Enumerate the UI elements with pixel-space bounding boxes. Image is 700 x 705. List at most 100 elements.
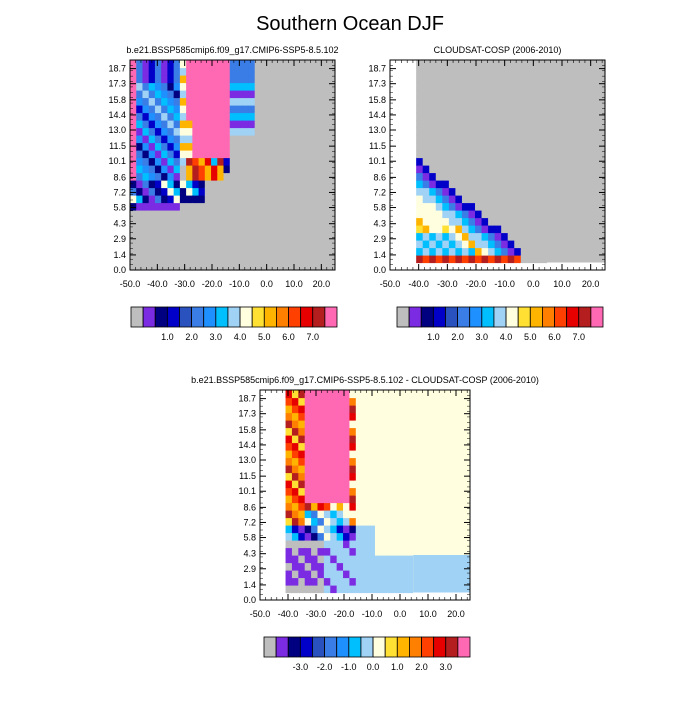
field-cell	[494, 165, 502, 174]
field-cell	[266, 510, 274, 519]
field-cell	[298, 442, 306, 451]
field-cell	[291, 457, 299, 466]
field-cell	[394, 427, 402, 436]
field-cell	[211, 195, 218, 204]
field-cell	[260, 577, 267, 586]
x-tick-label: -50.0	[120, 279, 141, 289]
field-cell	[448, 97, 456, 106]
field-cell	[422, 240, 430, 249]
colorbar-swatch	[457, 636, 471, 658]
field-cell	[223, 217, 231, 226]
field-cell	[279, 487, 287, 496]
plot-frame	[129, 59, 336, 271]
field-cell	[507, 120, 515, 129]
field-cell	[154, 210, 162, 219]
field-cell	[260, 82, 268, 91]
field-cell	[481, 112, 489, 121]
field-cell	[494, 262, 502, 271]
field-cell	[507, 165, 515, 174]
field-cell	[248, 187, 256, 196]
field-cell	[217, 202, 225, 211]
field-cell	[161, 97, 169, 106]
field-cell	[494, 210, 502, 219]
field-cell	[192, 165, 200, 174]
field-cell	[204, 247, 212, 256]
field-cell	[167, 157, 175, 166]
field-cell	[343, 457, 351, 466]
field-cell	[390, 75, 398, 84]
field-cell	[279, 577, 287, 586]
field-cell	[285, 480, 293, 489]
field-cell	[422, 255, 430, 264]
field-cell	[223, 120, 231, 129]
field-cell	[349, 562, 357, 571]
field-cell	[349, 412, 357, 421]
panel-title: CLOUDSAT-COSP (2006-2010)	[434, 45, 562, 55]
field-cell	[217, 112, 225, 121]
field-cell	[154, 172, 162, 181]
field-cell	[448, 120, 456, 129]
field-cell	[161, 172, 169, 181]
field-cell	[336, 502, 344, 511]
field-cell	[416, 210, 424, 219]
field-cell	[343, 472, 351, 481]
field-cell	[142, 142, 150, 151]
field-cell	[368, 412, 376, 421]
field-cell	[186, 165, 193, 174]
field-cell	[343, 480, 351, 489]
field-cell	[272, 412, 280, 421]
field-cell	[520, 97, 528, 106]
field-cell	[279, 435, 287, 444]
field-cell	[461, 60, 470, 69]
field-cell	[422, 210, 430, 219]
field-cell	[236, 142, 243, 151]
field-cell	[154, 165, 162, 174]
field-cell	[272, 397, 280, 406]
field-cell	[494, 157, 502, 166]
field-cell	[422, 247, 430, 256]
field-cell	[266, 562, 274, 571]
field-cell	[540, 225, 548, 234]
field-cell	[381, 592, 389, 601]
x-tick-label: -20.0	[202, 279, 223, 289]
field-cell	[362, 480, 370, 489]
y-tick-label: 8.6	[373, 172, 386, 182]
field-cell	[217, 135, 225, 144]
field-cell	[396, 225, 404, 234]
field-cell	[394, 435, 402, 444]
field-cell	[514, 82, 522, 91]
field-cell	[229, 150, 237, 159]
field-cell	[533, 150, 542, 159]
field-cell	[266, 435, 274, 444]
field-cell	[501, 75, 509, 84]
field-cell	[154, 225, 162, 234]
field-cell	[455, 232, 463, 241]
field-cell	[186, 187, 193, 196]
field-cell	[236, 165, 243, 174]
field-cell	[540, 202, 548, 211]
field-cell	[409, 210, 417, 219]
field-cell	[161, 180, 169, 189]
field-cell	[343, 435, 351, 444]
field-cell	[298, 532, 306, 541]
field-cell	[403, 172, 411, 181]
field-cell	[448, 240, 456, 249]
field-cell	[130, 202, 137, 211]
y-tick-label: 2.9	[373, 234, 386, 244]
field-cell	[266, 487, 274, 496]
field-cell	[481, 180, 489, 189]
field-cell	[304, 577, 312, 586]
colorbar-label: 7.0	[573, 332, 586, 342]
field-cell	[142, 195, 150, 204]
field-cell	[400, 397, 408, 406]
field-cell	[455, 202, 463, 211]
field-cell	[442, 210, 450, 219]
field-cell	[488, 150, 496, 159]
field-cell	[317, 525, 325, 534]
field-cell	[272, 592, 280, 601]
field-cell	[304, 547, 312, 556]
field-cell	[406, 435, 414, 444]
field-cell	[173, 142, 181, 151]
field-cell	[406, 555, 414, 564]
field-cell	[394, 547, 402, 556]
